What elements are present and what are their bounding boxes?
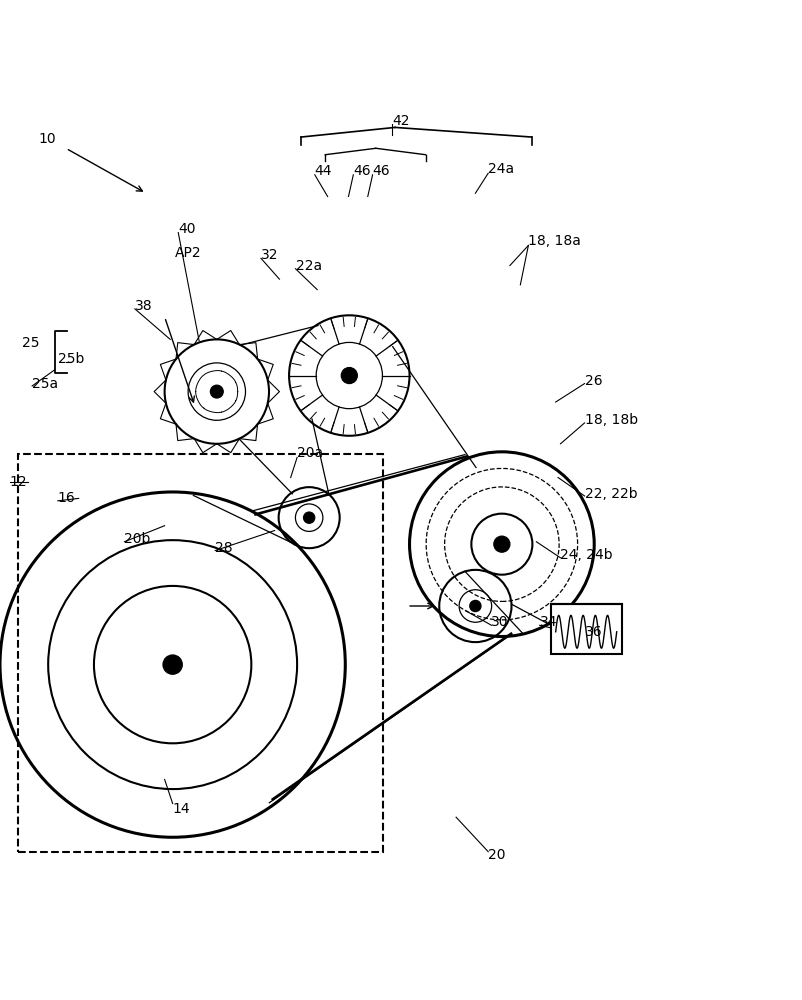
Text: 20: 20 — [488, 848, 505, 862]
Text: 22a: 22a — [295, 259, 322, 273]
Bar — [550, 604, 621, 654]
Text: 20b: 20b — [124, 532, 151, 546]
Text: 22, 22b: 22, 22b — [584, 487, 637, 501]
Text: 30: 30 — [491, 615, 508, 629]
Text: 18, 18a: 18, 18a — [528, 234, 581, 248]
Text: 46: 46 — [372, 164, 390, 178]
Circle shape — [163, 655, 182, 674]
Text: 42: 42 — [391, 114, 409, 128]
Circle shape — [469, 600, 480, 612]
Text: 12: 12 — [10, 475, 27, 489]
Text: 32: 32 — [261, 248, 278, 262]
Text: 34: 34 — [539, 615, 557, 629]
Text: 24a: 24a — [488, 162, 514, 176]
Text: 28: 28 — [215, 541, 233, 555]
Text: 14: 14 — [172, 802, 190, 816]
Text: 25a: 25a — [32, 377, 59, 391]
Text: 24, 24b: 24, 24b — [560, 548, 613, 562]
Text: 46: 46 — [353, 164, 371, 178]
Text: 38: 38 — [135, 299, 152, 313]
Text: AP2: AP2 — [175, 246, 201, 260]
Circle shape — [303, 512, 314, 523]
Text: 20a: 20a — [297, 446, 323, 460]
Text: 40: 40 — [178, 222, 196, 236]
Circle shape — [341, 368, 357, 384]
Text: 26: 26 — [584, 374, 602, 388]
Text: 18, 18b: 18, 18b — [584, 413, 637, 427]
Circle shape — [493, 536, 509, 552]
Text: 36: 36 — [584, 625, 602, 639]
Text: 16: 16 — [58, 491, 75, 505]
Text: 25b: 25b — [58, 352, 84, 366]
Text: 25: 25 — [22, 336, 40, 350]
Bar — [18, 454, 383, 852]
Text: 44: 44 — [314, 164, 332, 178]
Text: 10: 10 — [38, 132, 56, 146]
Circle shape — [210, 385, 223, 398]
